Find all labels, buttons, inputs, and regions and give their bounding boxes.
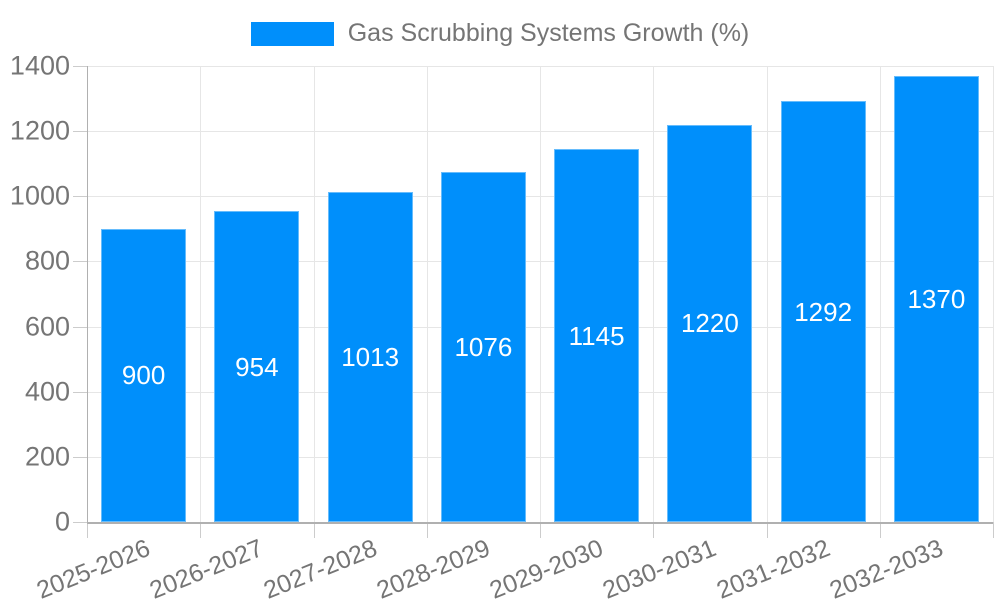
legend-label: Gas Scrubbing Systems Growth (%) bbox=[347, 19, 750, 47]
x-axis-tick bbox=[766, 522, 768, 538]
x-tick-label: 2025-2026 bbox=[32, 534, 155, 600]
y-tick-label: 800 bbox=[24, 245, 70, 276]
y-tick-label: 200 bbox=[24, 441, 70, 472]
y-axis-tick bbox=[73, 196, 87, 198]
x-tick-label: 2032-2033 bbox=[825, 534, 947, 600]
y-axis-tick bbox=[73, 326, 87, 328]
legend-swatch bbox=[250, 21, 334, 46]
bar-value-label: 1145 bbox=[568, 320, 625, 351]
x-axis-tick bbox=[87, 522, 88, 538]
bar-value-label: 1370 bbox=[907, 283, 966, 314]
x-tick-label: 2028-2029 bbox=[372, 534, 494, 600]
bar-value-label: 900 bbox=[121, 360, 166, 391]
bar[interactable]: 1145 bbox=[554, 149, 640, 522]
v-gridline bbox=[993, 66, 994, 522]
x-tick-label: 2029-2030 bbox=[485, 534, 608, 600]
x-tick-label: 2027-2028 bbox=[259, 534, 381, 600]
v-gridline bbox=[540, 66, 541, 522]
bar[interactable]: 900 bbox=[101, 228, 187, 522]
bar-value-label: 1013 bbox=[341, 342, 400, 373]
chart-legend: Gas Scrubbing Systems Growth (%) bbox=[0, 19, 1000, 48]
x-axis-tick bbox=[653, 522, 655, 538]
v-gridline bbox=[653, 66, 655, 522]
x-axis-tick bbox=[200, 522, 202, 538]
y-axis-line bbox=[87, 66, 88, 524]
x-axis-tick bbox=[879, 522, 881, 538]
x-axis-tick bbox=[426, 522, 428, 538]
v-gridline bbox=[200, 66, 202, 522]
bar[interactable]: 1076 bbox=[440, 171, 526, 522]
y-tick-label: 1400 bbox=[9, 50, 70, 81]
bar-value-label: 1076 bbox=[454, 331, 513, 362]
bar-value-label: 1220 bbox=[680, 308, 739, 339]
v-gridline bbox=[879, 66, 881, 522]
bar-value-label: 954 bbox=[235, 351, 279, 382]
y-tick-label: 1200 bbox=[9, 115, 70, 146]
bar[interactable]: 1370 bbox=[893, 75, 979, 522]
legend-item[interactable]: Gas Scrubbing Systems Growth (%) bbox=[250, 19, 750, 48]
y-axis-tick bbox=[73, 131, 87, 133]
y-axis-tick bbox=[73, 391, 87, 393]
y-tick-label: 0 bbox=[54, 506, 70, 537]
x-axis-tick bbox=[540, 522, 541, 538]
v-gridline bbox=[426, 66, 428, 522]
x-tick-label: 2026-2027 bbox=[146, 534, 268, 600]
x-axis-tick bbox=[313, 522, 315, 538]
bar[interactable]: 954 bbox=[214, 211, 300, 522]
y-axis-tick bbox=[73, 522, 87, 523]
bar[interactable]: 1292 bbox=[780, 101, 866, 522]
y-axis-tick bbox=[73, 66, 87, 67]
y-tick-label: 600 bbox=[24, 311, 70, 342]
x-axis-baseline bbox=[87, 522, 993, 524]
x-tick-label: 2030-2031 bbox=[599, 534, 721, 600]
bar-value-label: 1292 bbox=[794, 296, 853, 327]
v-gridline bbox=[313, 66, 315, 522]
x-tick-label: 2031-2032 bbox=[712, 534, 834, 600]
x-axis-tick bbox=[993, 522, 994, 538]
y-axis-tick bbox=[73, 456, 87, 458]
y-tick-label: 400 bbox=[24, 376, 70, 407]
bar[interactable]: 1220 bbox=[667, 124, 753, 522]
y-tick-label: 1000 bbox=[9, 180, 70, 211]
y-axis-tick bbox=[73, 261, 87, 263]
bar[interactable]: 1013 bbox=[327, 192, 413, 522]
v-gridline bbox=[766, 66, 768, 522]
